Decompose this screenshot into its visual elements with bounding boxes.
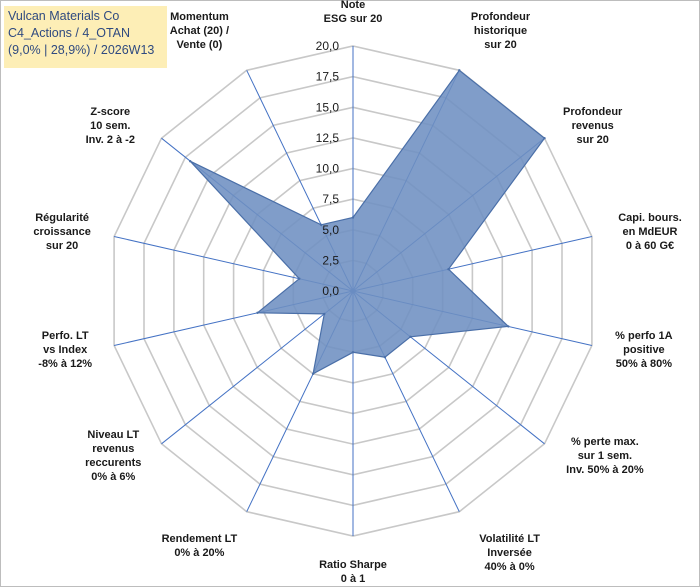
category-label-line: sur 20 xyxy=(576,134,608,146)
data-series-area xyxy=(189,69,546,375)
range-and-week: (9,0% | 28,9%) / 2026W13 xyxy=(8,43,155,57)
axis-spoke xyxy=(161,290,354,445)
category-label-line: Profondeur xyxy=(563,106,623,118)
tick-label: 10,0 xyxy=(316,162,340,176)
category-label-line: Inv. 50% à 20% xyxy=(566,464,644,476)
category-label-line: Ratio Sharpe xyxy=(319,559,387,571)
category-label-line: positive xyxy=(623,344,665,356)
category-label-line: Niveau LT xyxy=(87,429,139,441)
category-label-line: vs Index xyxy=(43,344,88,356)
data-point xyxy=(351,351,355,354)
category-label-line: historique xyxy=(474,25,527,37)
category-label: Perfo. LT vs Index -8% à 12% xyxy=(38,330,92,370)
category-label: Note ESG sur 20 xyxy=(324,0,383,25)
category-label-line: % perte max. xyxy=(571,436,639,448)
category-label-line: revenus xyxy=(572,120,614,132)
category-label: Momentum Achat (20) / Vente (0) xyxy=(170,11,229,51)
data-point xyxy=(256,311,259,314)
category-label-line: en MdEUR xyxy=(623,226,678,238)
category-label: Z-score 10 sem. Inv. 2 à -2 xyxy=(86,106,135,146)
chart-title-box: Vulcan Materials Co C4_Actions / 4_OTAN … xyxy=(4,6,167,68)
category-label-line: reccurents xyxy=(85,457,141,469)
category-label-line: Z-score xyxy=(90,106,130,118)
data-point xyxy=(383,356,387,359)
category-label-line: sur 20 xyxy=(484,39,516,51)
category-label-line: sur 1 sem. xyxy=(578,450,632,462)
data-point xyxy=(447,268,450,271)
data-point xyxy=(323,312,326,316)
category-label-line: ESG sur 20 xyxy=(324,13,383,25)
tick-label: 2,5 xyxy=(322,253,339,267)
category-label-line: 0% à 6% xyxy=(91,471,135,483)
category-label-line: Note xyxy=(341,0,365,11)
category-path: C4_Actions / 4_OTAN xyxy=(8,26,131,40)
tick-label: 15,0 xyxy=(316,100,340,114)
category-label-line: 0% à 20% xyxy=(174,547,224,559)
data-point xyxy=(319,223,323,226)
category-label-line: croissance xyxy=(33,226,90,238)
category-label-line: Momentum xyxy=(170,11,229,23)
category-label: Régularité croissance sur 20 xyxy=(33,212,90,252)
category-label-line: 40% à 0% xyxy=(485,561,535,573)
category-label-line: Inv. 2 à -2 xyxy=(86,134,135,146)
category-label-line: Rendement LT xyxy=(162,533,238,545)
data-point xyxy=(507,325,510,328)
data-point xyxy=(311,372,315,375)
category-label-line: Inversée xyxy=(487,547,532,559)
category-label-line: 0 à 60 G€ xyxy=(626,240,674,252)
category-label: Niveau LT revenus reccurents 0% à 6% xyxy=(85,429,141,483)
category-label: Profondeur historique sur 20 xyxy=(471,11,531,51)
data-point xyxy=(409,335,412,338)
category-label: % perte max. sur 1 sem. Inv. 50% à 20% xyxy=(566,436,644,476)
category-label-line: Volatilité LT xyxy=(479,533,540,545)
category-label-line: Vente (0) xyxy=(176,39,222,51)
tick-label: 7,5 xyxy=(322,192,339,206)
company-name: Vulcan Materials Co xyxy=(8,9,120,23)
category-label-line: % perfo 1A xyxy=(615,330,673,342)
tick-label: 12,5 xyxy=(316,131,340,145)
data-point xyxy=(298,277,301,280)
category-label: Profondeur revenus sur 20 xyxy=(563,106,623,146)
category-label-line: 50% à 80% xyxy=(616,358,672,370)
tick-label: 5,0 xyxy=(322,223,339,237)
tick-label: 20,0 xyxy=(316,39,340,53)
data-point xyxy=(189,160,192,163)
data-point xyxy=(351,216,355,219)
category-label: Ratio Sharpe 0 à 1 xyxy=(319,559,387,585)
tick-label: 0,0 xyxy=(322,284,339,298)
category-label-line: Achat (20) / xyxy=(170,25,229,37)
category-label-line: 10 sem. xyxy=(90,120,130,132)
category-label: Volatilité LT Inversée 40% à 0% xyxy=(479,533,540,573)
data-point xyxy=(543,137,546,140)
category-label-line: revenus xyxy=(92,443,134,455)
category-label: % perfo 1A positive 50% à 80% xyxy=(615,330,673,370)
category-label-line: Capi. bours. xyxy=(618,212,682,224)
category-label: Capi. bours. en MdEUR 0 à 60 G€ xyxy=(618,212,682,252)
category-label-line: -8% à 12% xyxy=(38,358,92,370)
category-label-line: 0 à 1 xyxy=(341,573,365,585)
category-label-line: sur 20 xyxy=(46,240,78,252)
tick-label: 17,5 xyxy=(316,70,340,84)
data-point xyxy=(458,69,461,72)
category-label-line: Perfo. LT xyxy=(42,330,89,342)
category-label-line: Profondeur xyxy=(471,11,531,23)
category-label: Rendement LT 0% à 20% xyxy=(162,533,238,559)
category-label-line: Régularité xyxy=(35,212,89,224)
